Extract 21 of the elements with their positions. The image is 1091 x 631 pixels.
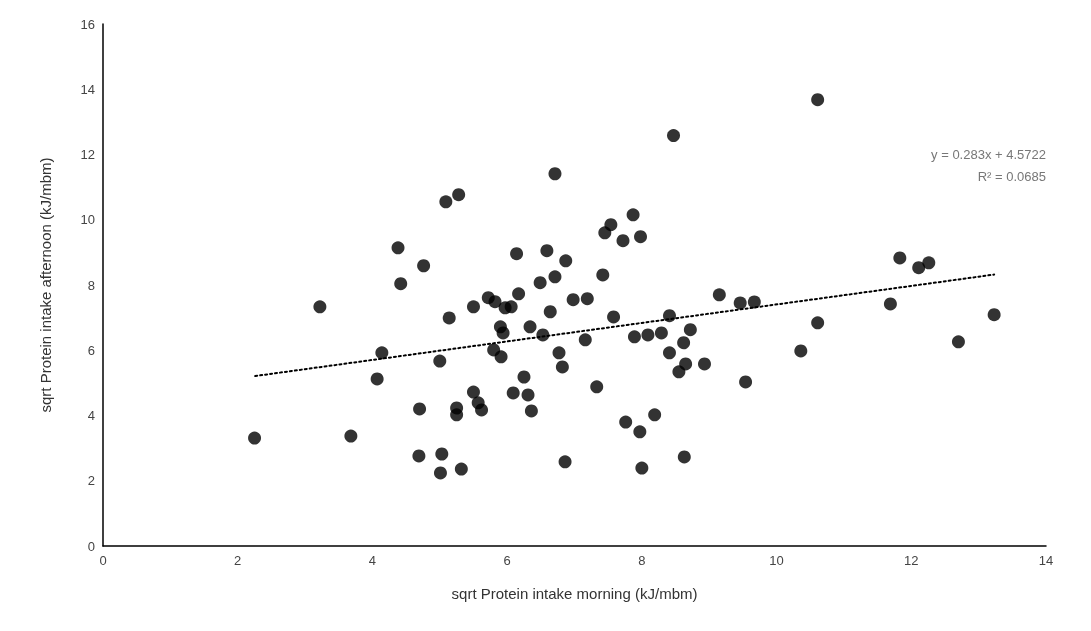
y-tick-label: 8 (87, 277, 95, 293)
y-tick-label: 16 (80, 16, 95, 32)
x-tick-label: 0 (99, 553, 107, 568)
x-tick-label: 10 (769, 553, 784, 568)
x-tick-label: 4 (368, 553, 377, 568)
y-tick-label: 14 (80, 81, 95, 97)
y-tick-label: 12 (80, 147, 95, 162)
annotation: y = 0.283x + 4.5722 (931, 147, 1047, 162)
y-axis-title: sqrt Protein intake afternoon (kJ/mbm) (37, 157, 54, 413)
x-tick-label: 2 (234, 553, 242, 568)
y-tick-label: 10 (80, 212, 95, 228)
y-tick-label: 2 (87, 473, 95, 489)
y-tick-label: 0 (87, 538, 95, 554)
annotation: R² = 0.0685 (977, 169, 1046, 184)
x-axis-title: sqrt Protein intake morning (kJ/mbm) (451, 585, 698, 602)
x-tick-label: 6 (503, 553, 511, 568)
y-tick-label: 6 (87, 342, 95, 358)
x-tick-label: 8 (638, 553, 646, 568)
x-tick-label: 12 (904, 553, 919, 568)
y-tick-label: 4 (87, 408, 95, 423)
x-tick-label: 14 (1038, 553, 1054, 568)
